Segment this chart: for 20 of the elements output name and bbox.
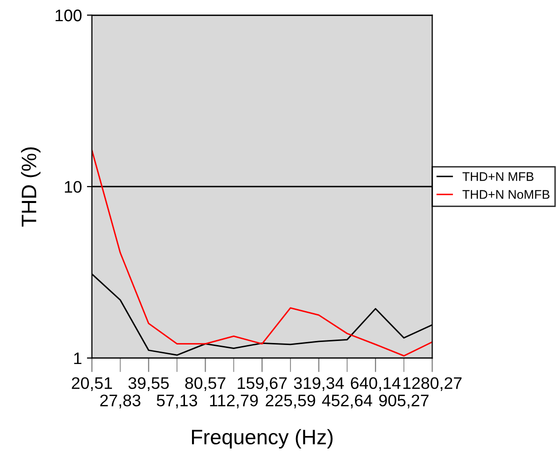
x-tick-label: 20,51 xyxy=(72,377,112,391)
x-tick-label: 640,14 xyxy=(350,377,401,391)
x-tick-label: 159,67 xyxy=(238,377,287,391)
x-tick-label: 39,55 xyxy=(128,377,169,391)
x-tick-label: 225,59 xyxy=(266,394,316,408)
x-tick-label: 319,34 xyxy=(294,377,344,391)
x-axis-title: Frequency (Hz) xyxy=(192,429,333,449)
x-tick-label: 452,64 xyxy=(322,394,372,408)
x-tick-label: 80,57 xyxy=(185,377,226,391)
y-tick-label: 10 xyxy=(64,180,82,193)
legend-label: THD+N NoMFB xyxy=(462,190,550,199)
legend-label: THD+N MFB xyxy=(462,172,534,181)
x-tick-label: 1280,27 xyxy=(403,377,462,391)
y-axis-title: THD (%) xyxy=(21,147,40,227)
x-tick-label: 905,27 xyxy=(379,394,429,408)
y-tick-label: 1 xyxy=(74,352,82,364)
x-tick-label: 27,83 xyxy=(100,394,140,408)
x-tick-label: 57,13 xyxy=(156,394,198,408)
y-tick-label: 100 xyxy=(56,10,82,22)
x-tick-label: 112,79 xyxy=(210,394,258,408)
